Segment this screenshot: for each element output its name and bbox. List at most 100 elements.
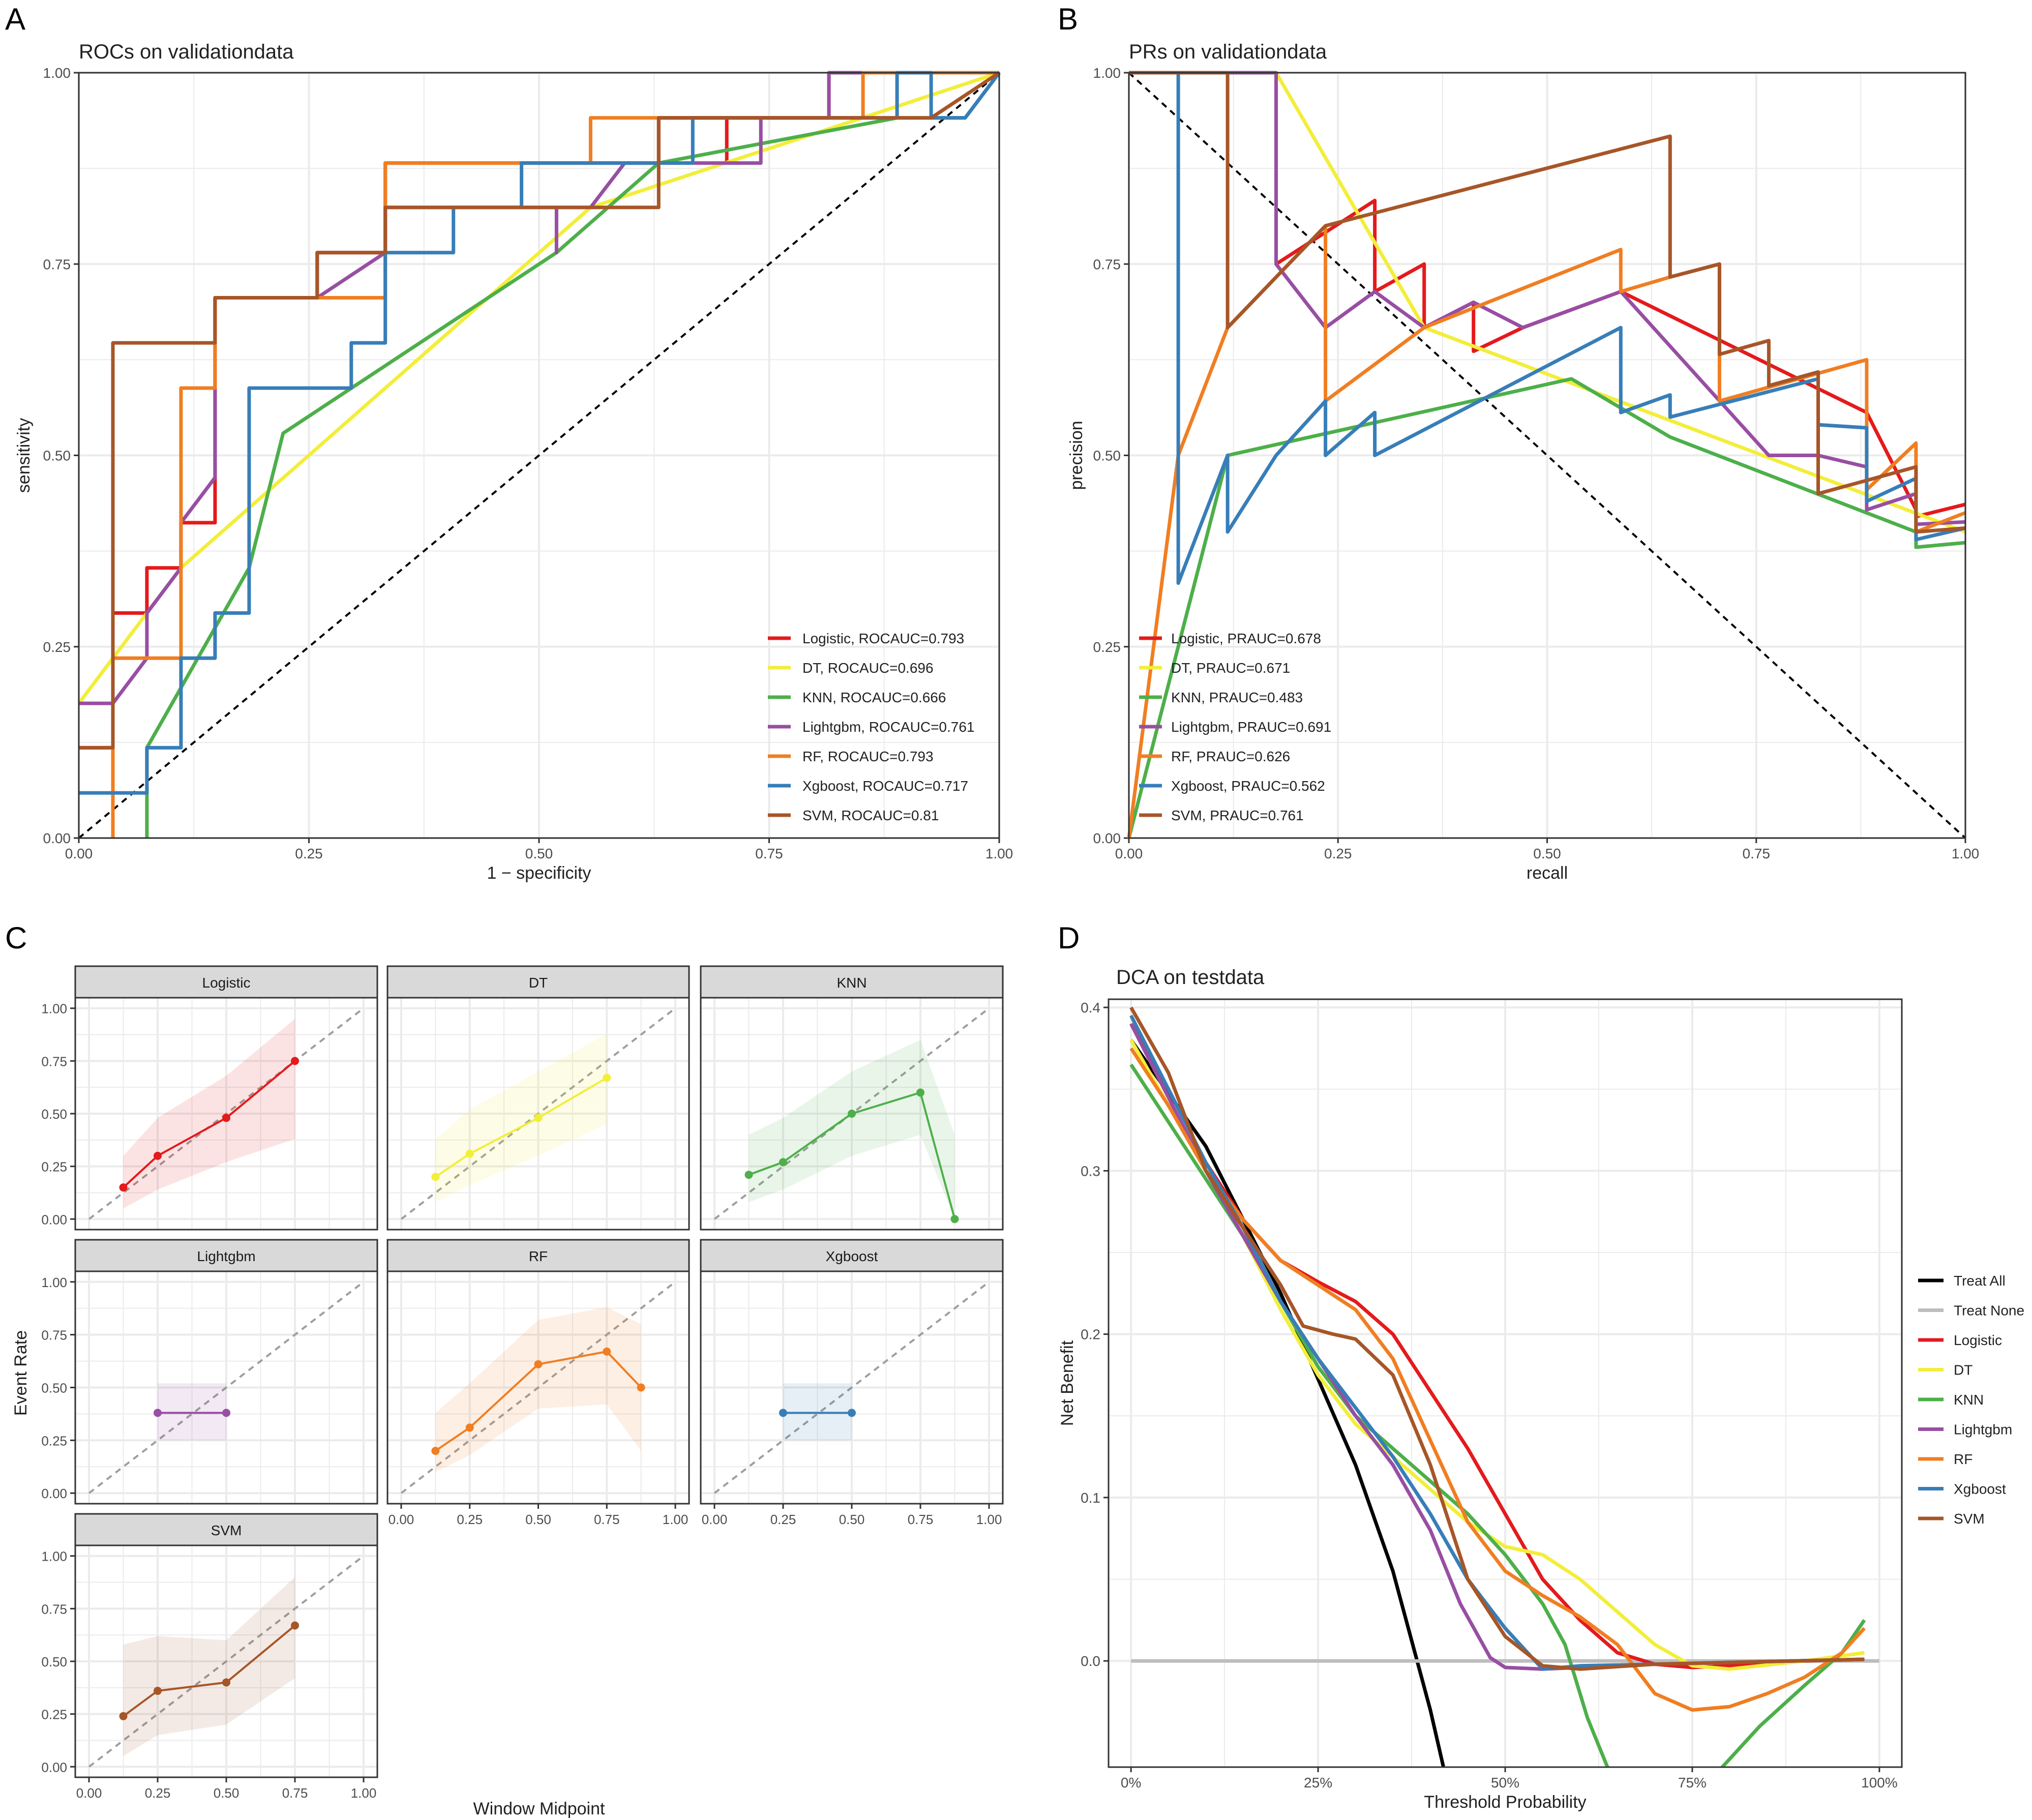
- calibration-point: [848, 1409, 856, 1417]
- x-tick-label: 0.50: [1533, 846, 1561, 861]
- reference-diagonal: [88, 1555, 365, 1768]
- x-tick-label: 0.75: [1743, 846, 1771, 861]
- calibration-point: [154, 1151, 162, 1160]
- y-axis-label: Net Benefit: [1058, 1340, 1077, 1426]
- calibration-line: [123, 1060, 296, 1188]
- y-tick-label: 0.50: [41, 1381, 67, 1396]
- legend-label-lightgbm: Lightgbm, ROCAUC=0.761: [802, 719, 975, 735]
- confidence-band: [435, 1307, 641, 1472]
- y-axis-label: Event Rate: [11, 1330, 31, 1416]
- y-tick-label: 0.25: [41, 1707, 67, 1722]
- legend-label-svm: SVM, PRAUC=0.761: [1171, 808, 1304, 823]
- y-tick-label: 1.00: [41, 1001, 67, 1017]
- x-tick-label: 0.00: [389, 1512, 414, 1527]
- legend-label-logistic: Logistic: [1954, 1332, 2002, 1348]
- facet-svm: SVM 0.00 0.25 0.50 0.75 1.00 0.00 0.25 0.50 0.75 1…: [41, 1513, 378, 1801]
- confidence-band: [123, 1019, 295, 1209]
- chart-title: DCA on testdata: [1116, 966, 1265, 989]
- x-tick-label: 0%: [1121, 1775, 1141, 1791]
- y-tick-label: 0.50: [41, 1107, 67, 1122]
- dca-panel: 0% 25% 50% 75% 100% 0.0 0.1 0.2 0.3 0.4 DCA on tes…: [1058, 966, 2024, 1812]
- calibration-point: [154, 1687, 162, 1695]
- plot-border: [74, 1270, 378, 1505]
- pr-curve-svm: [1129, 71, 1966, 534]
- facet-knn: KNN: [700, 965, 1004, 1231]
- y-tick-label: 0.00: [41, 1212, 67, 1227]
- facet-title: Xgboost: [826, 1248, 878, 1264]
- legend-label-dt: DT, ROCAUC=0.696: [802, 660, 934, 676]
- y-tick-label: 0.75: [1093, 256, 1121, 272]
- legend-label-lightgbm: Lightgbm: [1954, 1422, 2012, 1438]
- y-tick-label: 0.4: [1081, 1000, 1100, 1016]
- calibration-line: [123, 1624, 296, 1717]
- y-axis-label: precision: [1067, 421, 1086, 490]
- reference-diagonal: [400, 1281, 676, 1494]
- facet-strip: [700, 1239, 1004, 1272]
- x-tick-label: 0.75: [755, 846, 783, 861]
- chart-title: ROCs on validationdata: [79, 41, 294, 63]
- x-tick-label: 0.25: [295, 846, 323, 861]
- x-axis-label: 1 − specificity: [487, 863, 591, 883]
- plot-border: [700, 997, 1004, 1231]
- x-axis-label: recall: [1527, 863, 1568, 883]
- reference-diagonal: [400, 1007, 676, 1220]
- facet-dt: DT: [386, 965, 690, 1231]
- pr-curve-lightgbm: [1228, 71, 1966, 526]
- calibration-point: [534, 1360, 543, 1368]
- reference-diagonal: [713, 1281, 990, 1494]
- calibration-point: [291, 1621, 299, 1630]
- x-tick-label: 0.00: [1115, 846, 1143, 861]
- y-tick-label: 0.00: [43, 830, 71, 846]
- calibration-point: [465, 1149, 474, 1158]
- panel-letter-d: D: [1058, 921, 1080, 955]
- x-axis-label: Window Midpoint: [473, 1799, 605, 1818]
- roc-curve-dt: [77, 71, 1000, 705]
- legend-label-knn: KNN: [1954, 1392, 1984, 1408]
- y-tick-label: 0.50: [43, 448, 71, 464]
- y-tick-label: 0.00: [41, 1759, 67, 1775]
- x-tick-label: 50%: [1491, 1775, 1519, 1791]
- plot-border: [78, 72, 1000, 839]
- confidence-band: [783, 1383, 852, 1441]
- x-tick-label: 1.00: [351, 1785, 377, 1801]
- y-tick-label: 0.75: [41, 1328, 67, 1343]
- y-tick-label: 0.3: [1081, 1163, 1100, 1179]
- y-tick-label: 0.50: [41, 1654, 67, 1669]
- plot-border: [1108, 998, 1903, 1768]
- y-tick-label: 0.50: [1093, 448, 1121, 464]
- legend-label-svm: SVM: [1954, 1511, 1985, 1527]
- legend-label-knn: KNN, PRAUC=0.483: [1171, 690, 1303, 705]
- facet-strip: [74, 965, 378, 999]
- y-tick-label: 0.75: [41, 1601, 67, 1617]
- calibration-panel: Logistic 0.00 0.25 0.50 0.75 1.00 DT KNN Lightgb…: [11, 965, 1004, 1818]
- pr-panel: 0.00 0.25 0.50 0.75 1.00 0.00 0.25 0.50 0.75 1.00…: [1067, 41, 1979, 883]
- confidence-band: [435, 1033, 607, 1203]
- legend-label-knn: KNN, ROCAUC=0.666: [802, 690, 946, 705]
- facet-strip: [74, 1513, 378, 1546]
- pr-curve-xgboost: [1176, 73, 1966, 585]
- x-tick-label: 1.00: [1952, 846, 1980, 861]
- y-tick-label: 1.00: [41, 1275, 67, 1290]
- facet-xgboost: Xgboost 0.00 0.25 0.50 0.75 1.00: [700, 1239, 1004, 1527]
- x-tick-label: 0.75: [908, 1512, 934, 1527]
- facet-title: KNN: [836, 975, 866, 991]
- y-tick-label: 0.25: [41, 1159, 67, 1175]
- plot-border: [74, 997, 378, 1231]
- y-tick-label: 0.1: [1081, 1490, 1100, 1506]
- legend-label-svm: SVM, ROCAUC=0.81: [802, 808, 939, 823]
- dca-curve-rf: [1129, 1047, 1866, 1712]
- y-tick-label: 1.00: [41, 1549, 67, 1564]
- calibration-point: [603, 1073, 611, 1082]
- calibration-point: [119, 1183, 128, 1192]
- legend-label-logistic: Logistic, PRAUC=0.678: [1171, 631, 1321, 646]
- x-tick-label: 0.25: [145, 1785, 171, 1801]
- reference-diagonal: [1128, 72, 1966, 839]
- x-tick-label: 75%: [1678, 1775, 1707, 1791]
- legend-label-dt: DT, PRAUC=0.671: [1171, 660, 1290, 676]
- y-tick-label: 0.25: [41, 1433, 67, 1448]
- x-tick-label: 0.00: [76, 1785, 102, 1801]
- y-tick-label: 0.75: [43, 256, 71, 272]
- legend-label-rf: RF: [1954, 1451, 1973, 1467]
- calibration-point: [154, 1409, 162, 1417]
